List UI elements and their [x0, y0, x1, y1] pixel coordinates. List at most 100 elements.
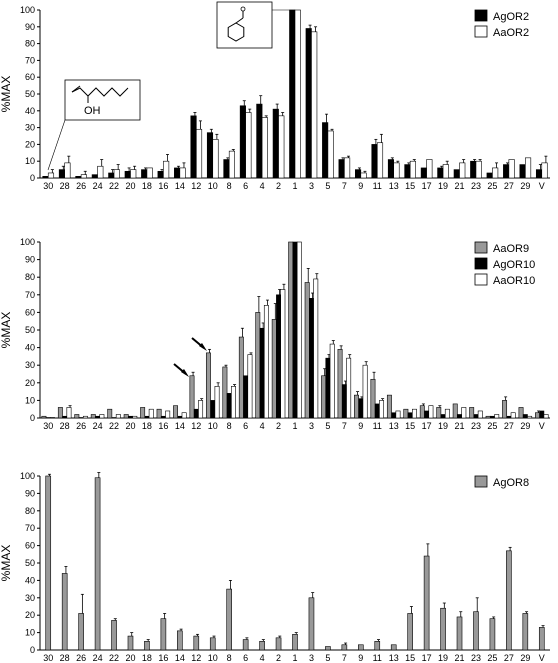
bar	[407, 412, 413, 419]
legend-swatch	[474, 241, 488, 254]
bar	[123, 414, 129, 419]
bar	[130, 169, 137, 179]
x-tick-label: 25	[487, 181, 497, 191]
x-tick-label: 19	[438, 181, 448, 191]
bar	[174, 167, 181, 179]
bar	[419, 405, 425, 419]
x-tick-label: 14	[175, 653, 185, 663]
bar	[338, 159, 345, 179]
bar	[459, 162, 466, 179]
bar	[428, 405, 434, 419]
bar	[489, 618, 496, 651]
bar	[272, 108, 279, 179]
bar	[113, 169, 120, 179]
x-tick-label: 8	[227, 181, 232, 191]
bar	[325, 646, 331, 651]
bar	[358, 398, 364, 419]
bar	[492, 167, 499, 179]
bar	[163, 160, 170, 179]
x-tick-label: 2	[276, 653, 281, 663]
y-tick-label: 50	[25, 558, 35, 568]
bar	[280, 289, 286, 419]
bar	[61, 573, 68, 651]
x-tick-label: 22	[109, 181, 119, 191]
x-tick-label: 5	[325, 181, 330, 191]
x-tick-label: 28	[60, 653, 70, 663]
bar	[390, 644, 397, 651]
bar	[420, 167, 427, 179]
bar	[337, 349, 343, 419]
y-tick-label: 20	[25, 139, 35, 149]
bar	[193, 408, 199, 419]
bar	[294, 9, 301, 179]
x-tick-label: 16	[158, 181, 168, 191]
bar	[395, 410, 401, 419]
x-tick-label: 30	[43, 653, 53, 663]
x-tick-label: 16	[158, 421, 168, 431]
x-tick-label: 20	[125, 421, 135, 431]
legend-label: AaOR2	[493, 27, 529, 39]
bar	[146, 167, 153, 179]
bar	[124, 170, 131, 179]
bar	[288, 241, 294, 419]
bar	[305, 28, 312, 179]
bar	[66, 407, 72, 419]
benzaldehyde-structure-box	[216, 1, 273, 49]
bar	[508, 159, 515, 179]
x-tick-label: 9	[358, 181, 363, 191]
bar	[278, 115, 285, 179]
bar	[58, 169, 65, 179]
y-tick-label: 40	[25, 575, 35, 585]
bar	[470, 160, 477, 179]
x-tick-label: 21	[455, 653, 465, 663]
vinyl-double-bond	[71, 85, 81, 93]
x-tick-label: 30	[43, 421, 53, 431]
bar	[437, 167, 444, 179]
x-tick-label: 24	[93, 181, 103, 191]
bar	[440, 414, 446, 419]
bar	[195, 128, 203, 179]
legend-swatch	[474, 25, 488, 38]
legend-swatch	[474, 475, 488, 488]
bar	[344, 157, 351, 179]
bar	[452, 403, 458, 419]
x-tick-label: 20	[125, 653, 135, 663]
bar	[276, 294, 281, 419]
bar	[535, 412, 540, 419]
y-tick-label: 10	[25, 395, 35, 405]
bar	[440, 607, 446, 651]
bar	[243, 375, 249, 419]
x-tick-label: 11	[373, 653, 382, 663]
x-tick-label: 13	[389, 653, 399, 663]
x-tick-label: 4	[260, 421, 265, 431]
bar	[57, 407, 63, 419]
x-tick-label: 17	[422, 421, 432, 431]
x-tick-label: 15	[405, 653, 415, 663]
bar	[256, 103, 263, 179]
hydroxyl-label: OH	[84, 105, 101, 117]
bar	[379, 400, 385, 419]
legend-label: AgOR10	[493, 259, 535, 271]
bar	[341, 384, 347, 419]
bar	[374, 640, 381, 651]
octenol-structure-box	[64, 79, 141, 121]
x-tick-label: 14	[175, 181, 185, 191]
bar	[502, 400, 508, 419]
y-tick-label: 90	[25, 488, 35, 498]
x-tick-label: 3	[309, 653, 314, 663]
bar	[304, 282, 310, 419]
x-tick-label: 15	[405, 181, 415, 191]
x-tick-label: 27	[504, 181, 514, 191]
bar	[127, 635, 134, 651]
bar	[132, 415, 138, 419]
bar	[206, 132, 214, 179]
x-tick-label: 18	[142, 421, 152, 431]
bar	[358, 644, 364, 651]
y-tick-label: 30	[25, 123, 35, 133]
bar	[444, 408, 450, 419]
y-tick-label: 90	[25, 22, 35, 32]
